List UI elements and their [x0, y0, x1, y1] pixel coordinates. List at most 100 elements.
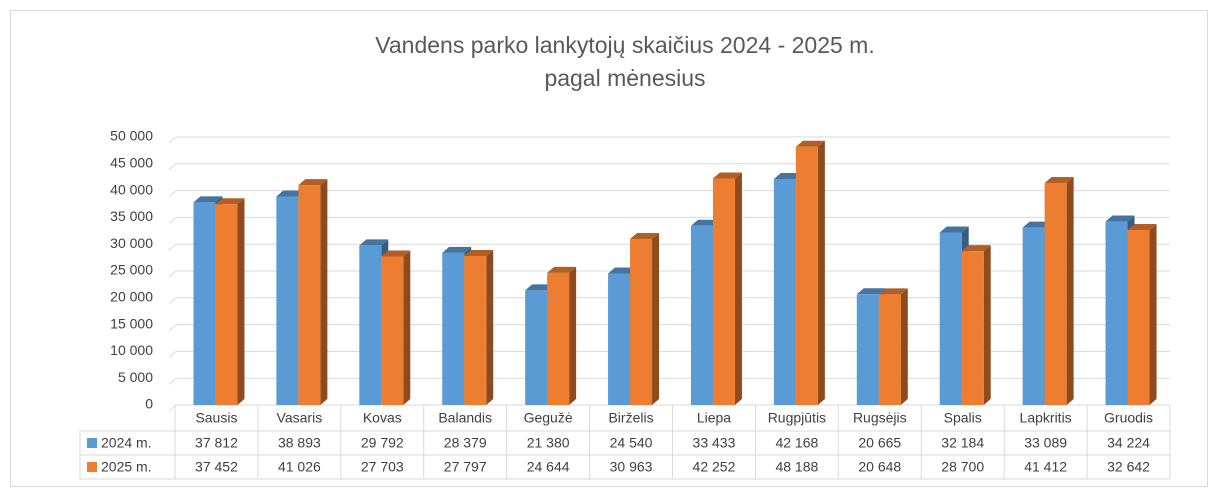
- bar-front: [608, 273, 631, 405]
- table-value: 37 812: [195, 435, 238, 451]
- table-value: 32 642: [1107, 459, 1150, 475]
- y-tick-label: 50 000: [110, 128, 153, 144]
- bar-side: [1066, 177, 1074, 405]
- x-tick-label: Gegužė: [524, 410, 573, 426]
- bar-side: [1149, 224, 1157, 405]
- x-tick-label: Lapkritis: [1020, 410, 1072, 426]
- bar-front: [630, 239, 653, 405]
- x-tick-label: Sausis: [195, 410, 237, 426]
- bar-front: [359, 245, 382, 405]
- bar-side: [569, 266, 577, 405]
- bar-front: [525, 290, 548, 405]
- table-value: 33 089: [1024, 435, 1067, 451]
- table-value: 37 452: [195, 459, 238, 475]
- bar: [630, 233, 660, 405]
- bar-front: [464, 256, 487, 405]
- table-value: 41 412: [1024, 459, 1067, 475]
- bar-front: [1022, 227, 1045, 405]
- table-value: 42 168: [775, 435, 818, 451]
- x-tick-label: Gruodis: [1104, 410, 1153, 426]
- grid-line: [168, 270, 177, 278]
- bar-front: [381, 256, 404, 405]
- bar-front: [856, 294, 879, 405]
- bar: [547, 266, 577, 405]
- table-value: 28 379: [444, 435, 487, 451]
- bar-top: [939, 226, 969, 233]
- y-tick-label: 35 000: [110, 208, 153, 224]
- bar-top: [547, 266, 577, 273]
- y-tick-label: 30 000: [110, 235, 153, 251]
- x-tick-label: Rugsėjis: [853, 410, 907, 426]
- bar: [961, 245, 991, 405]
- table-value: 24 644: [527, 459, 570, 475]
- bar-side: [486, 250, 494, 405]
- bar: [1127, 224, 1157, 405]
- table-value: 38 893: [278, 435, 321, 451]
- bar-front: [276, 196, 299, 405]
- y-tick-label: 15 000: [110, 315, 153, 331]
- bar-top: [276, 190, 306, 197]
- grid-line: [168, 377, 177, 385]
- bar-top: [608, 267, 638, 274]
- bar-top: [961, 245, 991, 252]
- y-tick-label: 10 000: [110, 342, 153, 358]
- legend-swatch: [87, 462, 97, 472]
- bar-side: [734, 172, 742, 405]
- grid-line: [168, 351, 177, 358]
- bar-top: [878, 288, 908, 295]
- table-value: 21 380: [527, 435, 570, 451]
- bar-side: [237, 198, 245, 405]
- x-tick-label: Vasaris: [277, 410, 323, 426]
- bar-front: [795, 146, 818, 405]
- bar-front: [215, 204, 238, 405]
- bar-top: [712, 172, 742, 179]
- bar-top: [525, 284, 555, 291]
- bar-side: [983, 245, 991, 405]
- bar-front: [1127, 230, 1150, 405]
- y-tick-label: 40 000: [110, 181, 153, 197]
- bar-top: [215, 198, 245, 205]
- bar: [1044, 177, 1074, 405]
- x-tick-label: Liepa: [697, 410, 731, 426]
- x-tick-label: Birželis: [608, 410, 653, 426]
- bar-top: [442, 246, 472, 253]
- table-value: 30 963: [610, 459, 653, 475]
- bar-side: [652, 233, 660, 405]
- bar: [215, 198, 245, 405]
- bar-front: [690, 225, 713, 405]
- bar: [712, 172, 742, 405]
- y-tick-label: 0: [145, 396, 153, 412]
- bar-top: [381, 250, 411, 257]
- grid-line: [168, 217, 177, 224]
- bar-top: [795, 140, 825, 147]
- bar-side: [817, 140, 825, 405]
- bar-top: [298, 179, 328, 186]
- grid-line: [168, 190, 177, 197]
- x-tick-label: Balandis: [438, 410, 492, 426]
- bar: [464, 250, 494, 405]
- table-value: 27 797: [444, 459, 487, 475]
- bar: [381, 250, 411, 405]
- x-tick-label: Rugpjūtis: [768, 410, 826, 426]
- table-value: 20 665: [858, 435, 901, 451]
- bar-front: [1044, 183, 1067, 405]
- chart-title: Vandens parko lankytojų skaičius 2024 - …: [375, 32, 874, 58]
- x-tick-label: Kovas: [363, 410, 402, 426]
- x-tick-label: Spalis: [944, 410, 982, 426]
- bar-side: [403, 250, 411, 405]
- table-value: 20 648: [858, 459, 901, 475]
- bar-top: [1044, 177, 1074, 184]
- bar-front: [442, 252, 465, 405]
- bar-top: [1022, 221, 1052, 228]
- table-value: 28 700: [941, 459, 984, 475]
- table-value: 48 188: [775, 459, 818, 475]
- y-tick-label: 5 000: [118, 369, 153, 385]
- bar-front: [547, 272, 570, 405]
- legend-swatch: [87, 438, 97, 448]
- bar-top: [1127, 224, 1157, 231]
- bar-top: [1105, 215, 1135, 222]
- bar: [795, 140, 825, 405]
- table-value: 42 252: [693, 459, 736, 475]
- bar-top: [856, 288, 886, 295]
- bar-top: [630, 233, 660, 240]
